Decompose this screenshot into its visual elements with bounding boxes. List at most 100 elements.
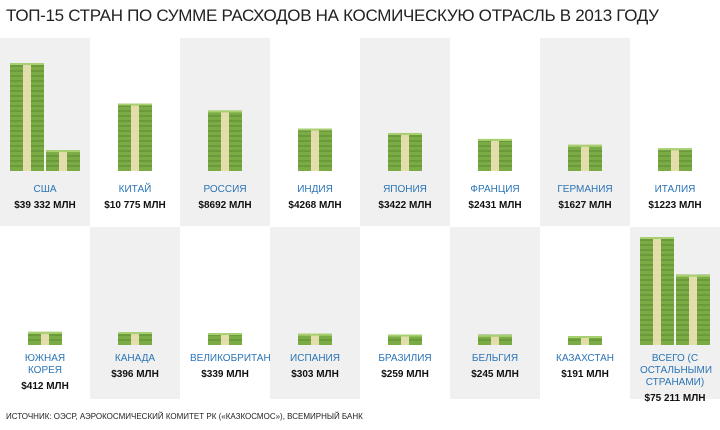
country-label: РОССИЯ xyxy=(203,184,247,195)
chart-title: ТОП-15 СТРАН ПО СУММЕ РАСХОДОВ НА КОСМИЧ… xyxy=(6,6,659,25)
stack-area xyxy=(298,333,332,345)
bill-band xyxy=(59,150,67,171)
money-stack xyxy=(640,237,710,345)
stack-top xyxy=(118,332,152,335)
country-cell: БЕЛЬГИЯ $245 МЛН xyxy=(450,227,540,399)
value-label: $1627 МЛН xyxy=(558,200,612,211)
stack-top xyxy=(676,274,710,277)
money-stack xyxy=(298,333,332,345)
money-stack xyxy=(208,110,242,171)
value-label: $1223 МЛН xyxy=(648,200,702,211)
stack-area xyxy=(118,103,152,171)
money-stack xyxy=(118,103,152,171)
bill-band xyxy=(581,336,589,345)
value-label: $303 МЛН xyxy=(291,369,339,380)
stack-area xyxy=(478,334,512,345)
money-stack xyxy=(298,128,332,171)
stack-area xyxy=(208,110,242,171)
value-label: $191 МЛН xyxy=(561,369,609,380)
value-label: $259 МЛН xyxy=(381,369,429,380)
value-label: $245 МЛН xyxy=(471,369,519,380)
stack-area xyxy=(298,128,332,171)
money-stack xyxy=(568,336,602,345)
bill-band xyxy=(41,331,49,345)
stack-area xyxy=(478,138,512,171)
bill-band xyxy=(311,333,319,345)
stack-top xyxy=(46,150,80,153)
money-stack xyxy=(388,334,422,345)
stack-area xyxy=(388,334,422,345)
country-cell: ФРАНЦИЯ $2431 МЛН xyxy=(450,38,540,226)
stack-area xyxy=(28,331,62,345)
country-cell: США $39 332 МЛН xyxy=(0,38,90,226)
country-label: КИТАЙ xyxy=(118,184,152,195)
bill-band xyxy=(491,334,499,345)
stack-top xyxy=(658,148,692,151)
country-label: КАЗАХСТАН xyxy=(556,353,614,364)
value-label: $4268 МЛН xyxy=(288,200,342,211)
country-cell: КИТАЙ $10 775 МЛН xyxy=(90,38,180,226)
bill-band xyxy=(689,274,697,345)
country-label: ВЕЛИКОБРИТАНИЯ xyxy=(190,353,286,364)
bill-band xyxy=(401,132,409,171)
stack-top xyxy=(568,144,602,147)
country-label: ЯПОНИЯ xyxy=(383,184,427,195)
value-label: $8692 МЛН xyxy=(198,200,252,211)
country-label: БЕЛЬГИЯ xyxy=(471,353,519,364)
country-label: ГЕРМАНИЯ xyxy=(557,184,613,195)
stack-top xyxy=(568,336,602,339)
money-stack xyxy=(658,148,692,171)
bill-band xyxy=(581,144,589,171)
stack-area xyxy=(568,144,602,171)
stack-top xyxy=(478,138,512,141)
country-cell: КАНАДА $396 МЛН xyxy=(90,227,180,399)
country-label: КАНАДА xyxy=(114,353,156,364)
money-stack xyxy=(10,63,80,171)
stack-area xyxy=(388,132,422,171)
bill-band xyxy=(491,138,499,171)
country-cell: ЮЖНАЯ КОРЕЯ $412 МЛН xyxy=(0,227,90,399)
bill-band xyxy=(311,128,319,171)
money-stack xyxy=(568,144,602,171)
bill-band xyxy=(221,333,229,345)
country-label: США xyxy=(33,184,57,195)
money-stack xyxy=(478,334,512,345)
money-stack xyxy=(208,333,242,345)
bill-band xyxy=(671,148,679,171)
country-label: ВСЕГО (С ОСТАЛЬНЫМИ СТРАНАМИ) xyxy=(640,353,713,388)
money-stack xyxy=(28,331,62,345)
value-label: $339 МЛН xyxy=(201,369,249,380)
country-cell: ИСПАНИЯ $303 МЛН xyxy=(270,227,360,399)
stack-area xyxy=(658,148,692,171)
stack-top xyxy=(28,331,62,334)
country-label: БРАЗИЛИЯ xyxy=(378,353,432,364)
stack-top xyxy=(388,334,422,337)
country-cell: ВЕЛИКОБРИТАНИЯ $339 МЛН xyxy=(180,227,286,399)
stack-area xyxy=(10,63,80,171)
stack-top xyxy=(640,237,674,239)
country-cell: ИНДИЯ $4268 МЛН xyxy=(270,38,360,226)
stack-top xyxy=(118,103,152,106)
country-label: ИТАЛИЯ xyxy=(654,184,696,195)
country-label: ЮЖНАЯ КОРЕЯ xyxy=(24,353,66,376)
money-stack xyxy=(478,138,512,171)
money-stack xyxy=(118,332,152,345)
stack-area xyxy=(640,237,710,345)
stack-area xyxy=(208,333,242,345)
stack-area xyxy=(568,336,602,345)
stack-top xyxy=(388,132,422,135)
country-cell: РОССИЯ $8692 МЛН xyxy=(180,38,270,226)
bill-band xyxy=(131,332,139,345)
country-label: ФРАНЦИЯ xyxy=(470,184,520,195)
country-cell: БРАЗИЛИЯ $259 МЛН xyxy=(360,227,450,399)
value-label: $396 МЛН xyxy=(111,369,159,380)
country-cell: ГЕРМАНИЯ $1627 МЛН xyxy=(540,38,630,226)
country-label: ИСПАНИЯ xyxy=(290,353,340,364)
value-label: $39 332 МЛН xyxy=(14,200,76,211)
stack-top xyxy=(208,110,242,113)
stack-top xyxy=(478,334,512,337)
country-label: ИНДИЯ xyxy=(297,184,333,195)
value-label: $412 МЛН xyxy=(21,381,69,392)
stack-top xyxy=(208,333,242,336)
